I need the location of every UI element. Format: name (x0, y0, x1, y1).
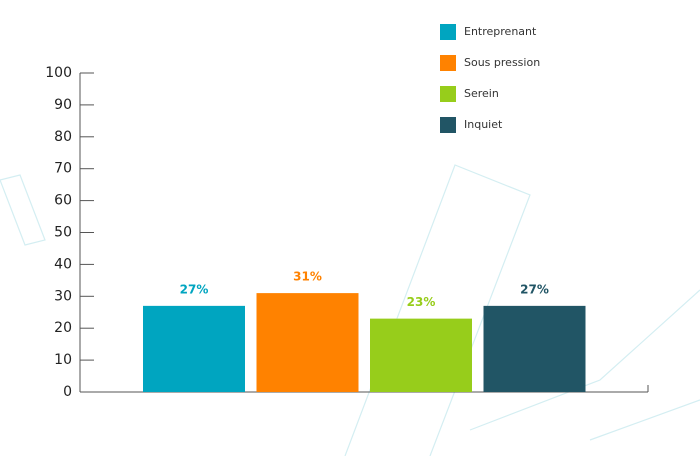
bar (256, 293, 359, 392)
legend-label: Sous pression (464, 56, 540, 69)
y-tick-label: 20 (54, 320, 72, 336)
background-decoration (0, 164, 700, 456)
legend-swatch (440, 55, 456, 71)
y-tick-label: 60 (54, 193, 72, 209)
y-tick-label: 10 (54, 352, 72, 368)
value-label: 31% (293, 270, 322, 284)
legend-swatch (440, 117, 456, 133)
bar (143, 305, 245, 392)
bar (483, 305, 586, 392)
y-tick-label: 90 (54, 97, 72, 113)
y-tick-label: 80 (54, 129, 72, 145)
legend-label: Serein (464, 87, 499, 100)
y-tick-label: 40 (54, 256, 72, 272)
bar (370, 318, 472, 392)
value-label: 23% (407, 295, 436, 309)
legend-swatch (440, 24, 456, 40)
y-tick-label: 50 (54, 225, 72, 241)
y-tick-label: 0 (63, 384, 72, 400)
value-label: 27% (180, 282, 209, 296)
y-tick-label: 100 (45, 65, 72, 81)
y-tick-label: 70 (54, 161, 72, 177)
legend-label: Inquiet (464, 118, 503, 131)
legend-label: Entreprenant (464, 25, 537, 38)
legend-swatch (440, 86, 456, 102)
y-tick-label: 30 (54, 288, 72, 304)
value-label: 27% (520, 282, 549, 296)
